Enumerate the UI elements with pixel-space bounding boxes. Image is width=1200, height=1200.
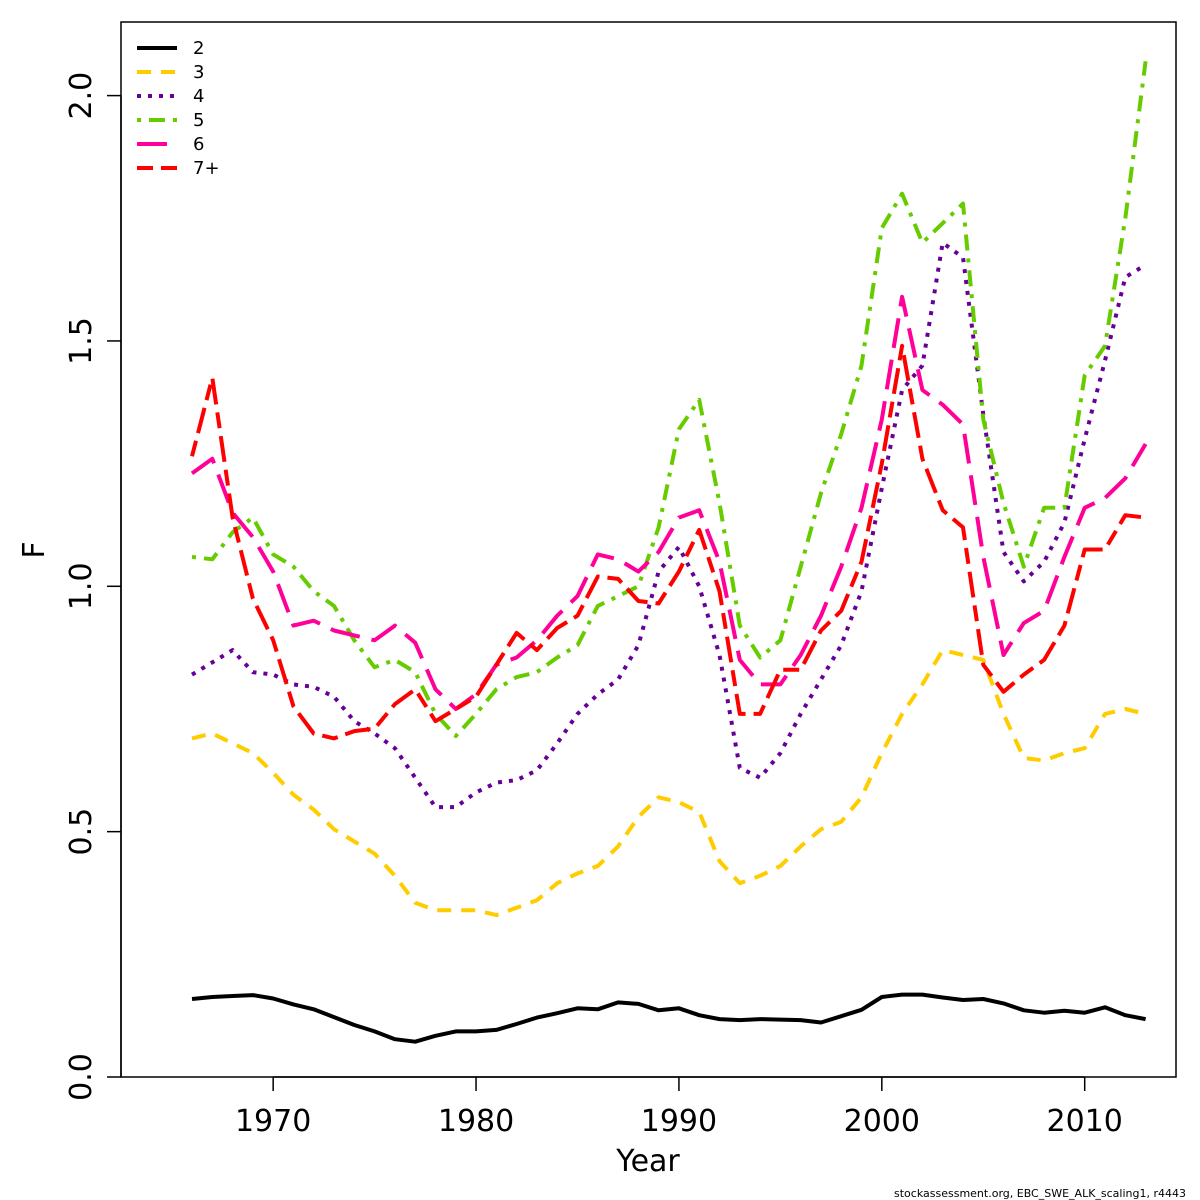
legend-label-3: 4 bbox=[193, 86, 204, 107]
series-line-3 bbox=[190, 240, 1147, 810]
x-axis: 1970 1980 1990 2000 2010 bbox=[235, 1076, 1123, 1139]
y-axis: 0.0 0.5 1.0 1.5 2.0 bbox=[64, 72, 122, 1101]
x-axis-title: Year bbox=[615, 1144, 680, 1179]
series-line-4 bbox=[191, 61, 1148, 738]
series-line-6 bbox=[190, 343, 1146, 741]
y-tick-label: 0.0 bbox=[64, 1053, 99, 1101]
series-layer bbox=[190, 61, 1148, 1044]
y-tick-label: 1.5 bbox=[64, 317, 99, 365]
y-tick-label: 0.5 bbox=[64, 808, 99, 856]
x-tick-label: 1970 bbox=[235, 1104, 311, 1139]
series-line-5 bbox=[190, 294, 1148, 711]
plot-frame bbox=[120, 21, 1177, 1078]
series-line-2 bbox=[191, 648, 1147, 918]
x-tick-label: 2010 bbox=[1047, 1104, 1123, 1139]
y-tick-label: 2.0 bbox=[64, 72, 99, 120]
series-line-1 bbox=[191, 992, 1146, 1044]
legend-label-4: 5 bbox=[193, 110, 204, 131]
legend-label-5: 6 bbox=[193, 134, 204, 155]
y-axis-title: F bbox=[17, 541, 52, 558]
x-tick-label: 1980 bbox=[438, 1104, 514, 1139]
legend-label-1: 2 bbox=[193, 38, 204, 59]
x-tick-label: 2000 bbox=[844, 1104, 920, 1139]
x-tick-label: 1990 bbox=[641, 1104, 717, 1139]
credit-text: stockassessment.org, EBC_SWE_ALK_scaling… bbox=[894, 1187, 1186, 1200]
legend: 2 3 4 5 6 7+ bbox=[137, 38, 220, 179]
y-tick-label: 1.0 bbox=[64, 562, 99, 610]
legend-label-2: 3 bbox=[193, 62, 204, 83]
legend-label-6: 7+ bbox=[193, 158, 220, 179]
